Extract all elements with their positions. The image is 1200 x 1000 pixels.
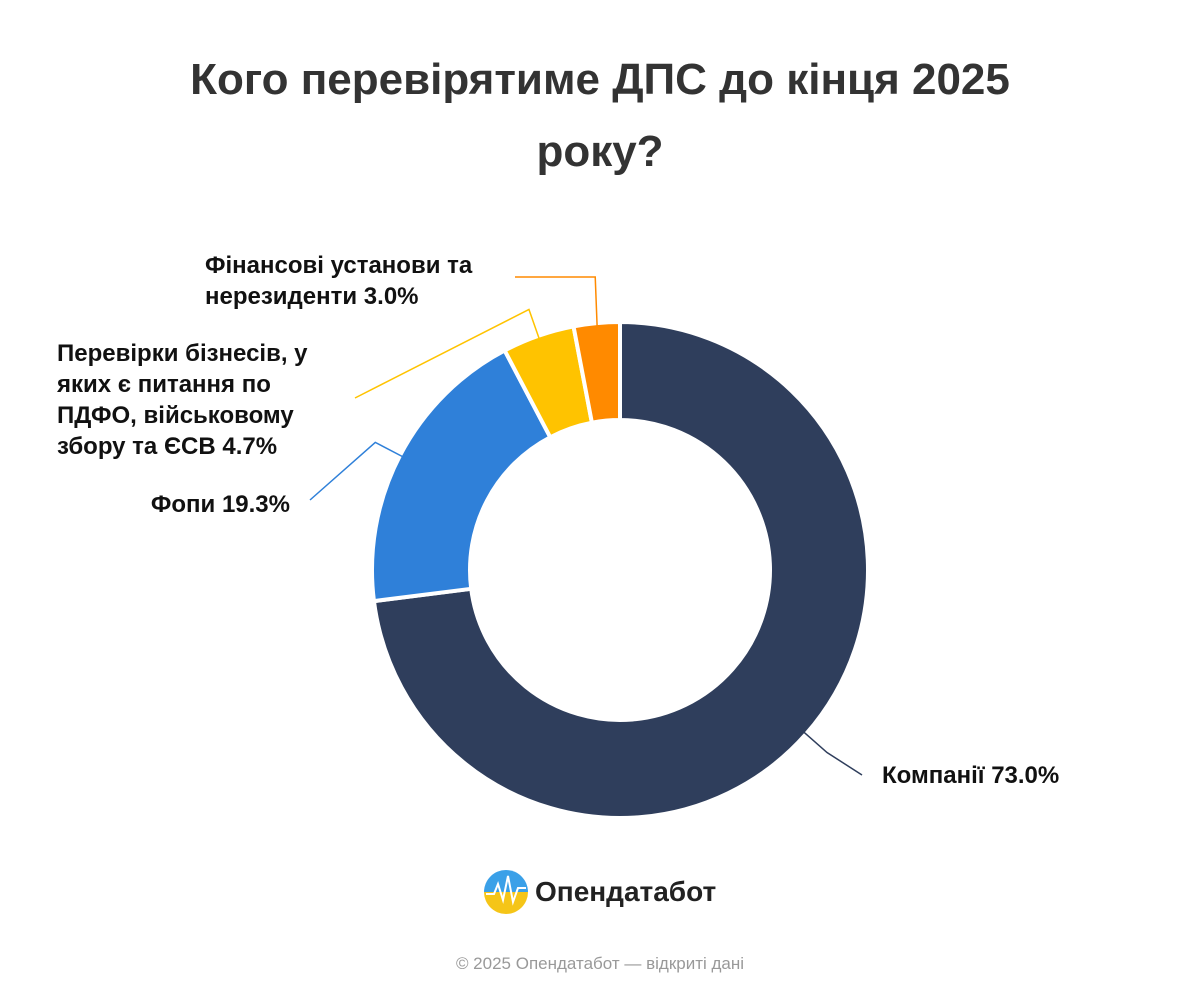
value-label: 19.3% [221,491,290,518]
slice-label: Фопи 19.3% [100,489,290,520]
chart-title: Кого перевірятиме ДПС до кінця 2025 року… [190,55,1010,176]
value-label: 3.0% [363,283,419,310]
value-label: 73.0% [991,762,1060,789]
leader-line [309,441,406,501]
category-label: Перевірки бізнесів, у яких є питання по … [57,340,308,460]
logo-text: Опендатабот [535,876,717,907]
slice-label: Перевірки бізнесів, у яких є питання по … [57,338,342,462]
value-label: 4.7% [222,433,278,460]
donut-slice [571,319,622,425]
slice-label: Компанії 73.0% [882,760,1142,791]
category-label: Фопи [150,491,216,518]
leader-line [354,308,541,399]
slice-label: Фінансові установи та нерезиденти 3.0% [205,250,500,312]
logo-icon [484,870,528,914]
leader-line [801,729,863,776]
donut-slice [371,319,870,820]
donut-slice [370,347,553,604]
footer: © 2025 Опендатабот — відкриті дані [455,954,745,973]
category-label: Фінансові установи та нерезиденти [205,252,473,310]
leader-line [515,276,598,330]
category-label: Компанії [882,762,985,789]
